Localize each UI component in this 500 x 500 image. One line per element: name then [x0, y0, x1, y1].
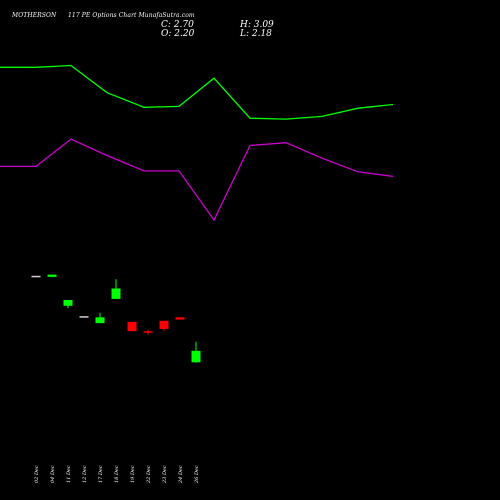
date-label: 04 Dec	[50, 465, 56, 483]
candle-body	[95, 317, 105, 324]
candle-body	[127, 321, 137, 332]
candle-body	[47, 274, 57, 277]
symbol-label: MOTHERSON	[12, 12, 57, 19]
lower-indicator-line	[0, 138, 394, 222]
indicator-lines	[0, 64, 394, 222]
date-label: 02 Dec	[34, 465, 40, 483]
date-label: 26 Dec	[194, 465, 200, 484]
date-labels: 02 Dec 04 Dec 11 Dec 12 Dec 17 Dec 18 Dec 19 D…	[34, 465, 200, 484]
date-label: 24 Dec	[178, 465, 184, 484]
date-label: 23 Dec	[162, 465, 168, 484]
date-label: 19 Dec	[130, 465, 136, 483]
high-value: H: 3.09	[240, 20, 274, 30]
candle-body	[159, 320, 169, 329]
candle-body	[175, 317, 185, 320]
close-value: C: 2.70	[161, 20, 194, 30]
chart-title: 117 PE Options Chart MunafaSutra.com	[68, 12, 195, 19]
candle-body	[143, 331, 153, 333]
candle-body	[31, 275, 41, 278]
date-label: 22 Dec	[146, 465, 152, 484]
upper-indicator-line	[0, 64, 394, 120]
date-label: 18 Dec	[114, 465, 120, 483]
candle-body	[79, 316, 89, 318]
open-value: O: 2.20	[161, 29, 195, 39]
low-value: L: 2.18	[240, 29, 272, 39]
candles	[31, 274, 201, 363]
candle-body	[111, 288, 121, 299]
candle-body	[191, 350, 201, 363]
date-label: 12 Dec	[82, 465, 88, 483]
candle-body	[63, 300, 73, 306]
date-label: 17 Dec	[98, 465, 104, 483]
date-label: 11 Dec	[66, 465, 72, 483]
